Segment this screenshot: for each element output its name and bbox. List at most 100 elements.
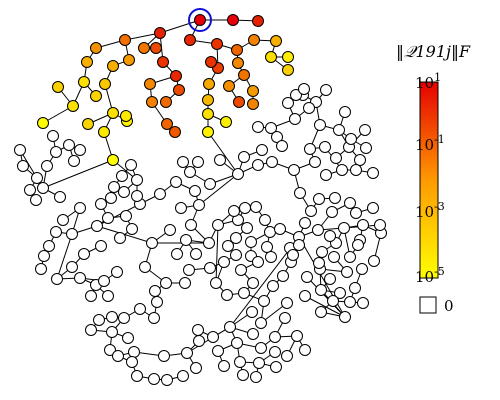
graph-node [287,249,299,261]
colorbar-tick-label: 10-3 [415,200,445,221]
graph-node [255,342,267,354]
graph-node [228,205,240,217]
graph-node [320,169,332,181]
graph-node [161,374,173,386]
graph-edge [304,295,346,318]
graph-node [319,141,331,153]
graph-node-colored [90,42,102,54]
graph-node [290,89,302,101]
graph-node [274,223,286,235]
graph-node [258,295,270,307]
graph-node [294,187,306,199]
graph-node-colored [203,78,215,90]
graph-node-colored [169,126,181,138]
graph-node [281,350,293,362]
graph-node [148,373,160,385]
graph-node [282,97,294,109]
graph-node [245,236,257,248]
graph-node [252,256,264,268]
graph-node [125,159,137,171]
colorbar-gradient [419,81,439,279]
graph-node-colored [247,98,259,110]
graph-node [261,241,273,253]
graph-node [203,237,215,249]
graph-node [179,277,191,289]
graph-node-colored [270,35,282,47]
graph-node [241,222,253,234]
graph-node [17,160,29,172]
graph-node [316,246,328,258]
graph-node [193,199,205,211]
graph-node [289,113,301,125]
graph-node [315,306,327,318]
graph-node [338,222,350,234]
graph-node [354,154,366,166]
graph-node [118,186,130,198]
graph-node [250,371,262,383]
graph-node [41,160,53,172]
graph-node [190,248,202,260]
graph-node [339,106,351,118]
graph-node-colored [173,84,185,96]
graph-node [344,251,356,263]
graph-node [193,335,205,347]
graph-node [181,347,193,359]
graph-node [218,360,230,372]
graph-node-colored [90,90,102,102]
graph-node [299,290,311,302]
graph-node [212,345,224,357]
graph-node [151,296,163,308]
graph-node [189,185,201,197]
graph-node [255,317,267,329]
graph-node [239,202,251,214]
graph-node [131,174,143,186]
graph-node [105,192,117,204]
graph-node [259,214,271,226]
graph-node [95,240,107,252]
graph-node [349,282,361,294]
graph-node [324,230,336,242]
graph-node [359,124,371,136]
graph-node [232,168,244,180]
graph-edge [306,276,346,318]
graph-node [68,155,80,167]
graph-node [235,264,247,276]
graph-node [367,167,379,179]
graph-node-colored [107,107,119,119]
graph-node-colored [194,14,206,26]
graph-node-colored [282,64,294,76]
graph-node-colored [37,117,49,129]
graph-edge [159,19,201,34]
graph-node-colored [144,78,156,90]
graph-node [102,290,114,302]
graph-node [104,344,116,356]
graph-node [333,124,345,136]
graph-node [177,156,189,168]
graph-node-colored [119,34,131,46]
graph-node [246,306,258,318]
graph-node [350,164,362,176]
graph-node [50,226,62,238]
graph-node [63,139,75,151]
graph-node [139,261,151,273]
graph-node [134,303,146,315]
graph-edge [198,173,239,206]
graph-node-colored [123,54,135,66]
colorbar-tick-label: 101 [415,71,441,92]
graph-node [128,346,140,358]
graph-node [160,277,172,289]
graph-node-colored [154,27,166,39]
graph-node [326,206,338,218]
graph-node [95,198,107,210]
graph-nodes [14,14,387,386]
graph-node [85,290,97,302]
graph-node-colored [265,51,277,63]
highlighted-node-ring [188,8,212,32]
graph-node [247,328,259,340]
graph-node [247,277,259,289]
graph-node [344,197,356,209]
graph-node-colored [247,85,259,97]
graph-node [120,210,132,222]
graph-node-colored [146,96,158,108]
graph-node-colored [81,56,93,68]
